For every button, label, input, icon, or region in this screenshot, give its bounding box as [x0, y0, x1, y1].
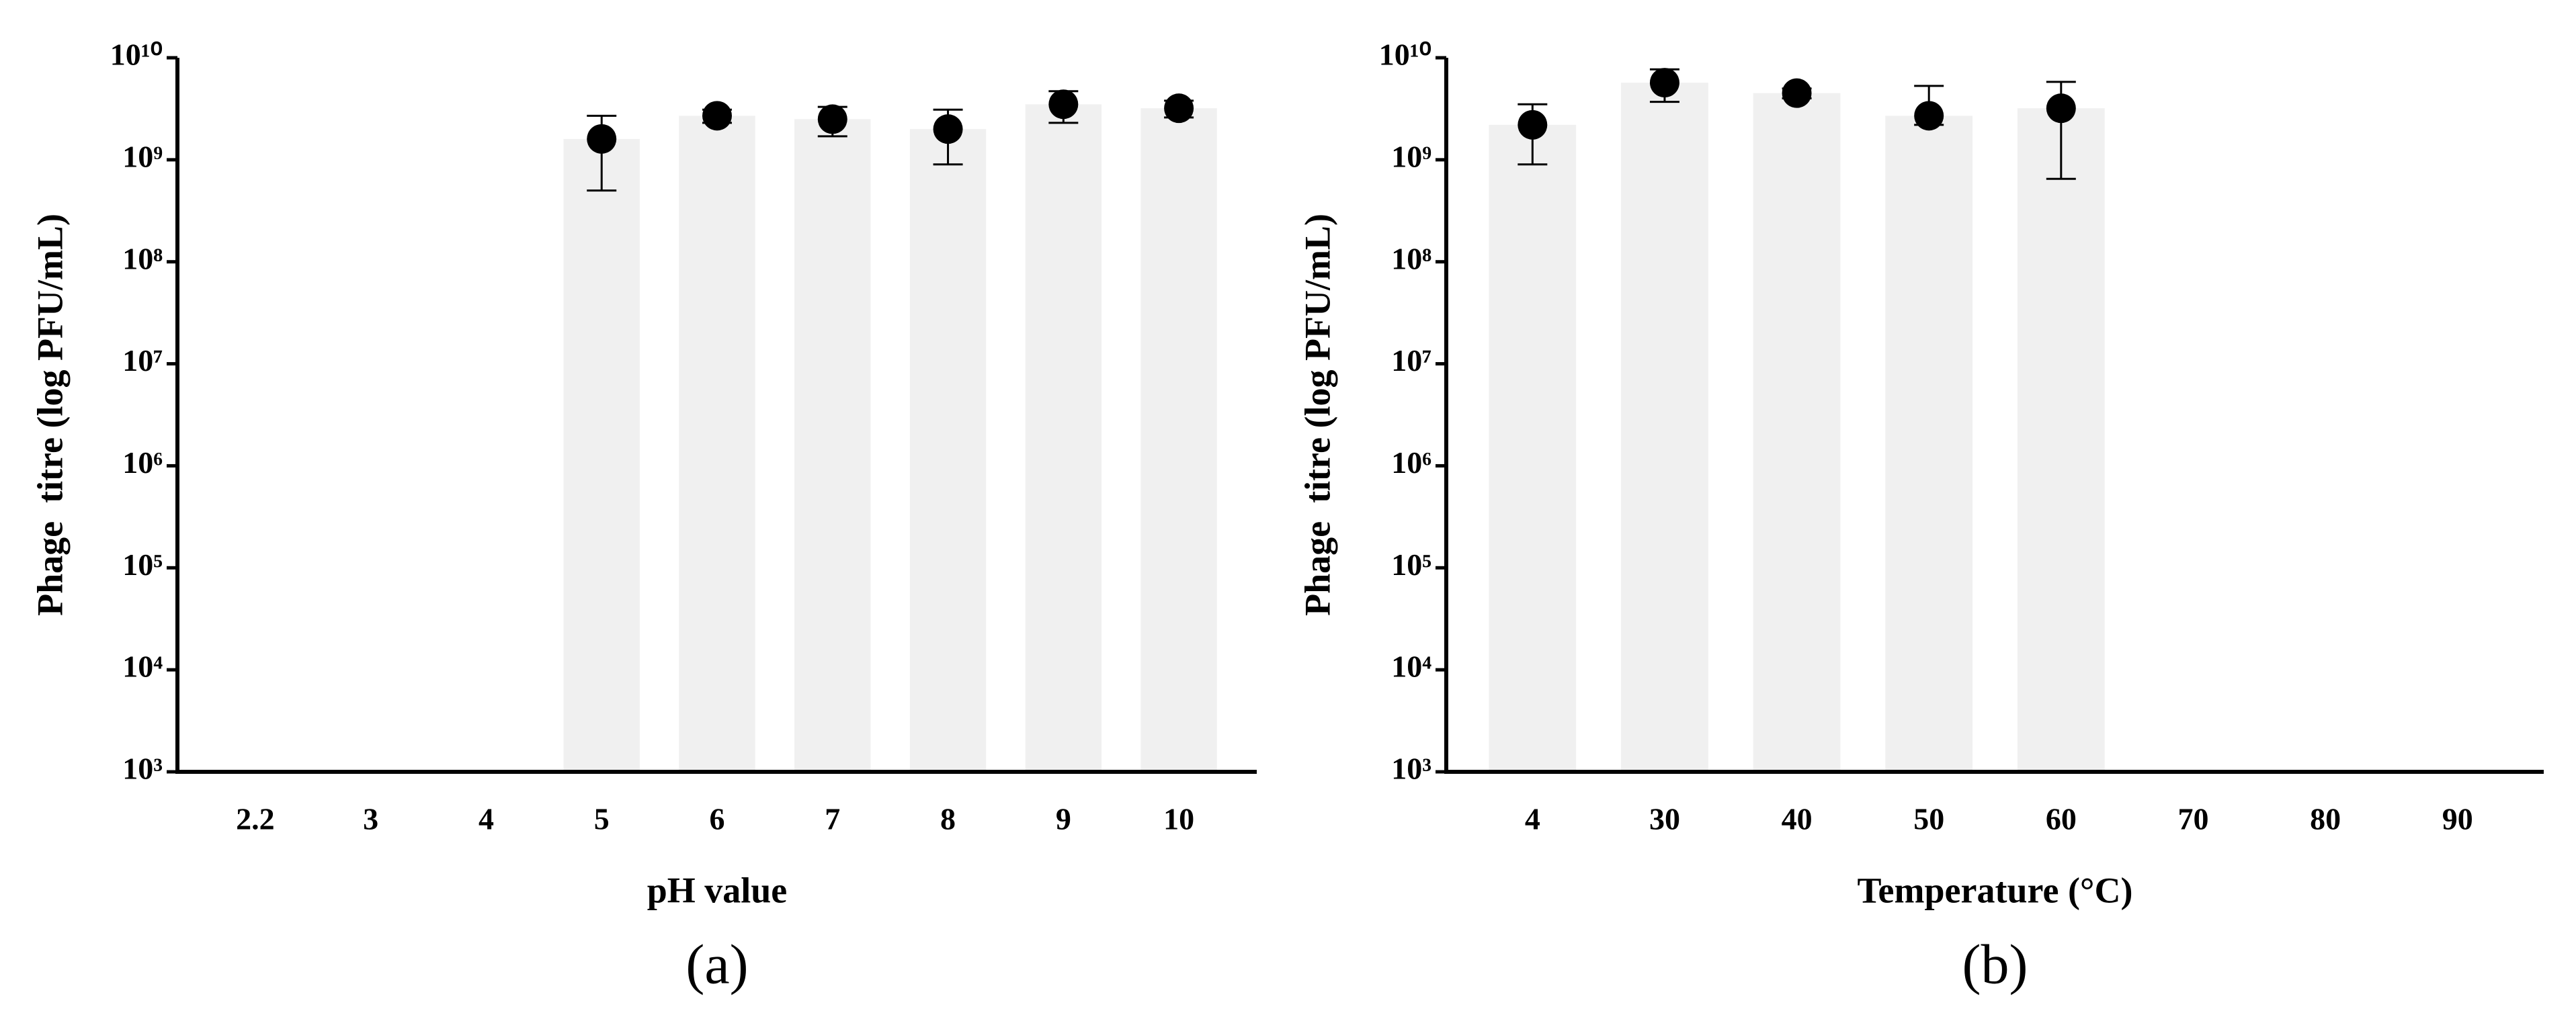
x-tick-label: 9: [1056, 802, 1071, 836]
bar: [1140, 108, 1217, 772]
y-tick-label: 10⁷: [122, 343, 163, 378]
y-tick-label: 10⁸: [122, 241, 163, 275]
marker: [2046, 93, 2076, 124]
x-tick-label: 60: [2046, 802, 2077, 836]
y-tick-label: 10³: [122, 752, 163, 786]
marker: [1518, 109, 1548, 140]
x-tick-label: 80: [2310, 802, 2341, 836]
bar: [2017, 108, 2105, 772]
y-axis-title: Phage titre (log PFU/mL): [30, 214, 70, 616]
y-tick-label: 10⁶: [1391, 445, 1431, 480]
bar: [1621, 83, 1708, 772]
x-tick-label: 10: [1163, 802, 1194, 836]
marker: [1649, 68, 1679, 98]
marker: [1048, 89, 1079, 120]
marker: [817, 104, 847, 134]
y-tick-label: 10⁹: [1391, 139, 1431, 173]
x-tick-label: 50: [1913, 802, 1944, 836]
x-tick-label: 6: [710, 802, 725, 836]
bar: [1489, 124, 1577, 772]
y-tick-label: 10⁶: [122, 445, 163, 480]
x-tick-label: 8: [940, 802, 956, 836]
y-tick-label: 10⁴: [122, 650, 163, 684]
panel-label: (a): [685, 933, 748, 996]
y-tick-label: 10⁵: [122, 547, 163, 582]
bar: [1025, 104, 1102, 772]
bar: [909, 129, 987, 772]
x-axis-title: Temperature (°C): [1857, 870, 2132, 910]
x-tick-label: 4: [479, 802, 494, 836]
y-tick-label: 10⁸: [1391, 241, 1431, 275]
y-tick-label: 10³: [1391, 752, 1431, 786]
x-tick-label: 40: [1782, 802, 1813, 836]
x-tick-label: 70: [2177, 802, 2208, 836]
bar: [679, 116, 755, 772]
marker: [1782, 78, 1812, 108]
x-tick-label: 7: [825, 802, 840, 836]
y-tick-label: 10¹⁰: [1379, 38, 1431, 72]
y-tick-label: 10⁷: [1391, 343, 1431, 378]
marker: [1914, 101, 1944, 131]
marker: [702, 101, 732, 131]
y-tick-label: 10¹⁰: [110, 38, 163, 72]
y-tick-label: 10⁹: [122, 139, 163, 173]
x-tick-label: 3: [363, 802, 378, 836]
x-tick-label: 90: [2442, 802, 2473, 836]
bar: [1753, 93, 1841, 772]
x-tick-label: 5: [594, 802, 610, 836]
x-tick-label: 30: [1649, 802, 1680, 836]
bar: [1885, 116, 1973, 772]
panel-label: (b): [1962, 933, 2028, 996]
y-tick-label: 10⁵: [1391, 547, 1431, 582]
y-axis-title: Phage titre (log PFU/mL): [1297, 214, 1337, 616]
marker: [1164, 93, 1194, 124]
y-tick-label: 10⁴: [1391, 650, 1431, 684]
bar: [563, 138, 640, 772]
x-tick-label: 2.2: [236, 802, 275, 836]
x-tick-label: 4: [1525, 802, 1540, 836]
bar: [794, 119, 871, 772]
x-axis-title: pH value: [647, 870, 788, 910]
marker: [587, 124, 617, 154]
marker: [933, 114, 963, 144]
